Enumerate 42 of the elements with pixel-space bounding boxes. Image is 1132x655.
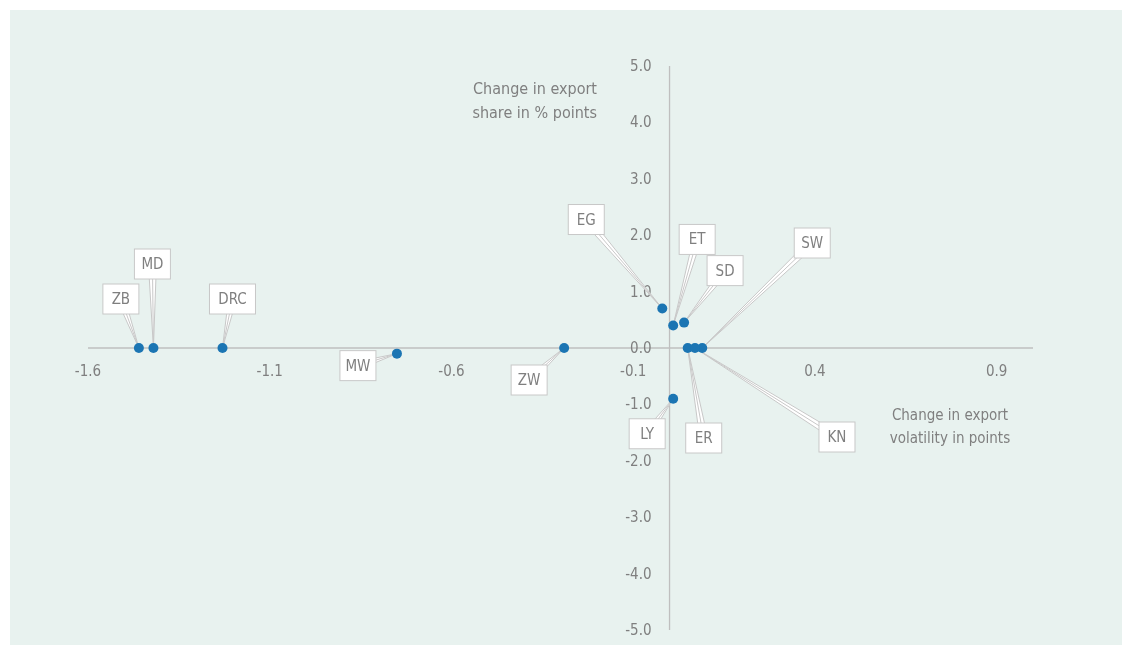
y-tick-label: 2.0: [630, 226, 652, 245]
y-axis-title: Change in export share in % points: [472, 79, 598, 122]
point: [217, 343, 228, 353]
callout: MD: [133, 248, 171, 349]
point: [668, 320, 679, 331]
y-tick-label: 5.0: [630, 57, 652, 75]
callout: ZB: [102, 283, 140, 349]
y-tick-label: 0.0: [630, 339, 652, 357]
x-tick-label: 0.9: [985, 362, 1008, 380]
point: [657, 303, 668, 314]
annotation: DRC: [218, 290, 247, 308]
annotation: MW: [345, 356, 371, 375]
annotation: ZB: [111, 290, 131, 308]
y-tick-label: -1.0: [625, 395, 652, 414]
annotation: ER: [694, 429, 713, 447]
x-tick-label: -1.1: [256, 362, 283, 380]
x-tick-label: -0.1: [620, 362, 647, 380]
x-axis-title: Change in export volatility in points: [889, 406, 1011, 447]
point: [133, 343, 144, 353]
y-tick-label: 3.0: [630, 169, 652, 188]
annotation: MD: [141, 255, 164, 273]
y-tick-label: -5.0: [625, 621, 652, 639]
point: [148, 343, 159, 353]
y-tick-label: -2.0: [625, 451, 652, 470]
y-tick-label: -3.0: [625, 508, 652, 527]
annotation: KN: [827, 428, 847, 446]
annotation: ZW: [517, 371, 541, 389]
x-tick-label: -0.6: [438, 362, 465, 380]
callout: DRC: [209, 283, 256, 349]
point: [391, 348, 402, 359]
annotation: LY: [640, 424, 655, 443]
annotation: SD: [715, 261, 735, 280]
annotation: ET: [688, 230, 707, 249]
point: [679, 317, 690, 328]
x-tick-label: 0.4: [804, 362, 826, 380]
annotation: EG: [576, 210, 596, 229]
point: [559, 343, 570, 353]
x-tick-label: -1.6: [74, 362, 102, 380]
point: [668, 393, 679, 404]
annotation: SW: [801, 234, 824, 252]
y-tick-label: -4.0: [625, 564, 652, 583]
y-tick-label: 4.0: [630, 113, 652, 132]
